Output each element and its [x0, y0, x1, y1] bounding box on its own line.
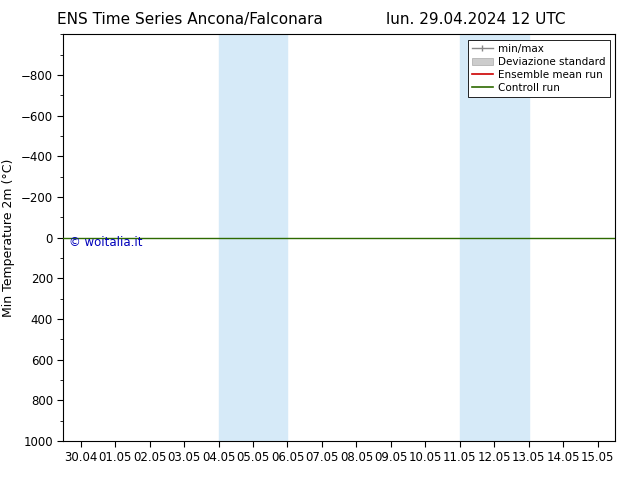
Text: lun. 29.04.2024 12 UTC: lun. 29.04.2024 12 UTC [385, 12, 566, 27]
Text: ENS Time Series Ancona/Falconara: ENS Time Series Ancona/Falconara [57, 12, 323, 27]
Y-axis label: Min Temperature 2m (°C): Min Temperature 2m (°C) [3, 158, 15, 317]
Text: © woitalia.it: © woitalia.it [69, 236, 143, 248]
Bar [460, 34, 529, 441]
Legend: min/max, Deviazione standard, Ensemble mean run, Controll run: min/max, Deviazione standard, Ensemble m… [468, 40, 610, 97]
Bar [219, 34, 287, 441]
